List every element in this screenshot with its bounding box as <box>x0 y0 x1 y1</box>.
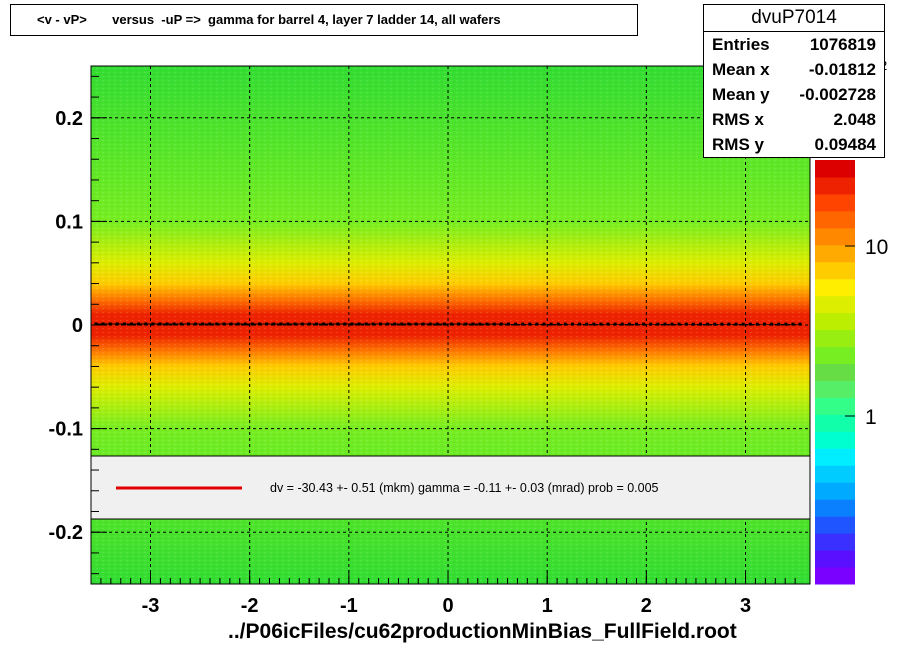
source-file-label: ../P06icFiles/cu62productionMinBias_Full… <box>228 620 737 643</box>
stats-label: Mean x <box>712 60 770 79</box>
stats-histogram-name: dvuP7014 <box>704 5 884 32</box>
stats-row-rms-x: RMS x 2.048 <box>704 107 884 132</box>
x-tick-label: -1 <box>340 595 358 617</box>
color-scale-segment <box>815 465 855 483</box>
color-scale-segment <box>815 380 855 398</box>
y-tick-label: 0.1 <box>55 211 83 233</box>
color-scale-segment <box>815 295 855 314</box>
color-scale-segment <box>815 397 855 415</box>
color-scale-segment <box>815 329 855 348</box>
color-scale-segment <box>815 482 855 500</box>
color-scale-segment <box>815 227 855 246</box>
color-scale-segment <box>815 448 855 466</box>
chart-title: <v - vP> versus -uP => gamma for barrel … <box>10 4 638 36</box>
stats-label: RMS y <box>712 135 764 154</box>
fit-legend: dv = -30.43 +- 0.51 (mkm) gamma = -0.11 … <box>90 455 811 520</box>
color-scale-segment <box>815 414 855 432</box>
stats-value: -0.002728 <box>799 85 876 104</box>
stats-value: 0.09484 <box>814 135 876 154</box>
color-scale-segment <box>815 346 855 365</box>
x-tick-label: 2 <box>641 595 652 617</box>
y-tick-label: 0 <box>72 315 83 337</box>
stats-value: 1076819 <box>809 35 876 54</box>
y-tick-label: 0.2 <box>55 108 83 130</box>
stats-label: Mean y <box>712 85 770 104</box>
color-scale-segment <box>815 261 855 280</box>
y-tick-label: -0.2 <box>49 522 83 544</box>
color-scale-segment <box>815 176 855 195</box>
color-scale-segment <box>815 499 855 517</box>
stats-label: RMS x <box>712 110 764 129</box>
color-scale-segment <box>815 550 855 568</box>
color-scale-segment <box>815 312 855 331</box>
profile-points <box>94 322 802 326</box>
x-tick-label: 3 <box>740 595 751 617</box>
color-scale-segment <box>815 533 855 551</box>
x-tick-label: -2 <box>241 595 259 617</box>
color-scale-segment <box>815 244 855 263</box>
x-tick-label: -3 <box>142 595 160 617</box>
z-tick-label: 10 <box>865 236 888 259</box>
color-scale-segment <box>815 278 855 297</box>
stats-label: Entries <box>712 35 770 54</box>
legend-text: dv = -30.43 +- 0.51 (mkm) gamma = -0.11 … <box>270 481 659 495</box>
z-tick-label: 1 <box>865 406 877 429</box>
x-tick-label: 0 <box>442 595 453 617</box>
stats-value: -0.01812 <box>808 60 876 79</box>
axes: -3 -2 -1 0 1 2 3 -0.2 -0.1 0 0.1 0.2 <box>49 65 811 617</box>
stats-row-mean-y: Mean y -0.002728 <box>704 82 884 107</box>
color-scale-segment <box>815 431 855 449</box>
color-scale-segment <box>815 160 855 178</box>
color-scale-segment <box>815 567 855 585</box>
color-scale-segment <box>815 516 855 534</box>
stats-row-rms-y: RMS y 0.09484 <box>704 132 884 157</box>
color-scale-segment <box>815 363 855 381</box>
y-tick-label: -0.1 <box>49 419 83 441</box>
x-tick-label: 1 <box>542 595 553 617</box>
stats-box: dvuP7014 Entries 1076819 Mean x -0.01812… <box>703 4 885 158</box>
stats-row-entries: Entries 1076819 <box>704 32 884 57</box>
stats-value: 2.048 <box>833 110 876 129</box>
color-scale-segment <box>815 193 855 212</box>
color-scale-segment <box>815 210 855 229</box>
stats-row-mean-x: Mean x -0.01812 <box>704 57 884 82</box>
